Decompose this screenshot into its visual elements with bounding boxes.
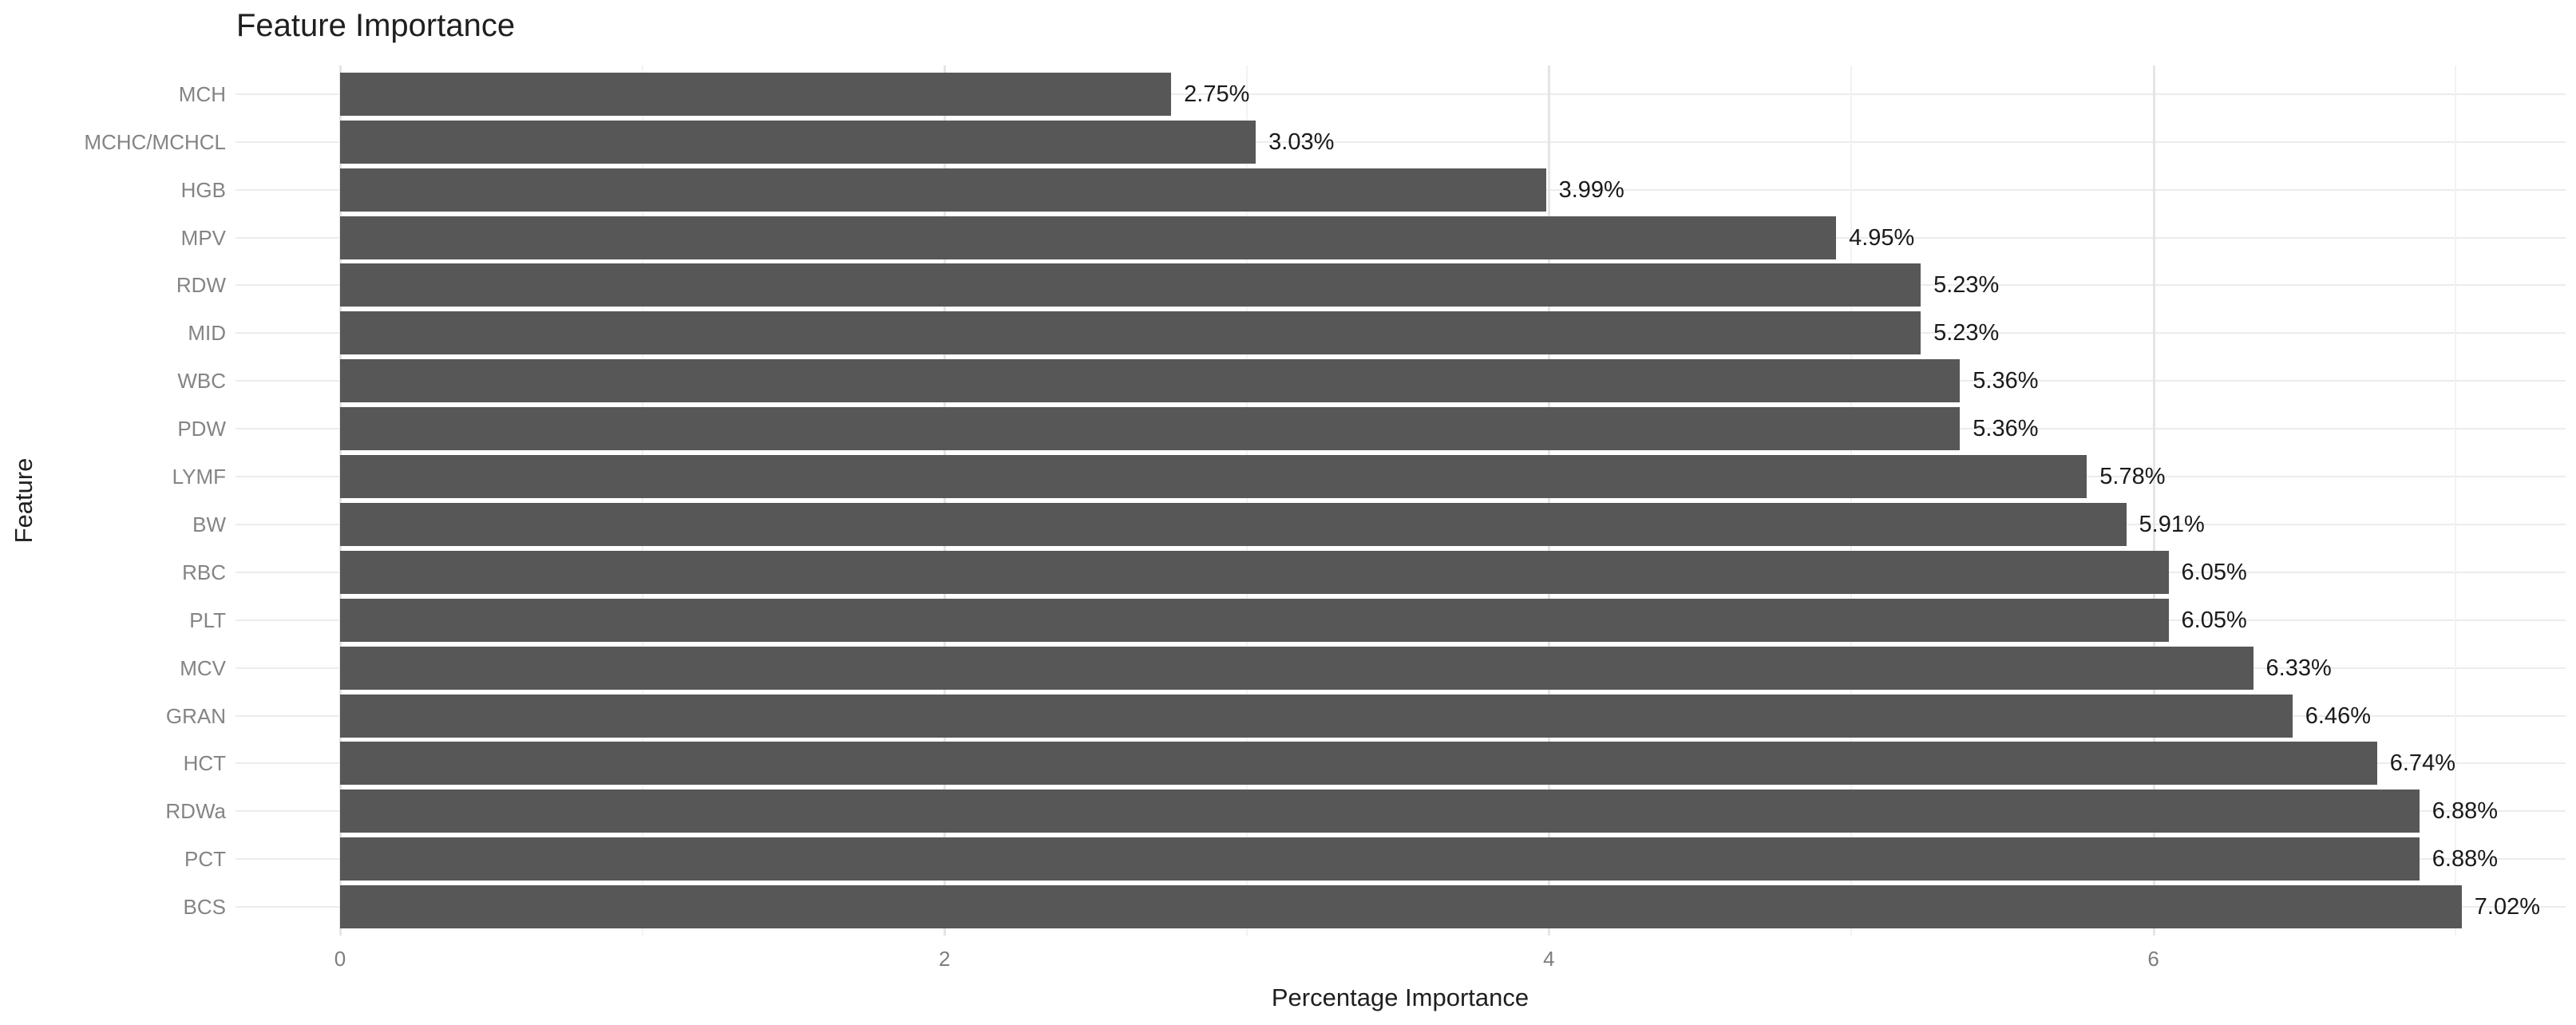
x-minor-gridline bbox=[2455, 65, 2457, 936]
y-axis-category-label: LYMF bbox=[172, 465, 226, 489]
bar bbox=[340, 407, 1961, 451]
x-major-gridline bbox=[2152, 65, 2155, 936]
bar bbox=[340, 216, 1837, 259]
y-axis-category-label: GRAN bbox=[165, 703, 226, 728]
x-axis-tick-label: 6 bbox=[2147, 947, 2159, 971]
bar bbox=[340, 694, 2293, 738]
y-axis-category-label: HGB bbox=[180, 177, 226, 202]
x-major-gridline bbox=[339, 65, 342, 936]
bar bbox=[340, 837, 2420, 881]
x-major-gridline bbox=[944, 65, 947, 936]
x-minor-gridline bbox=[641, 65, 643, 936]
x-axis-tick-label: 2 bbox=[938, 947, 951, 971]
bar-value-label: 3.03% bbox=[1268, 129, 1335, 155]
bar-value-label: 6.74% bbox=[2389, 750, 2455, 777]
y-axis-category-label: WBC bbox=[177, 369, 226, 394]
bar-value-label: 6.88% bbox=[2432, 798, 2498, 825]
bar-value-label: 2.75% bbox=[1184, 81, 1250, 107]
y-axis-category-label: MCV bbox=[180, 655, 226, 680]
bar bbox=[340, 359, 1961, 403]
bar bbox=[340, 168, 1546, 212]
bar bbox=[340, 72, 1172, 116]
bar bbox=[340, 311, 1921, 355]
x-major-gridline bbox=[1548, 65, 1551, 936]
bar-value-label: 5.23% bbox=[1933, 272, 2000, 299]
y-major-gridline bbox=[235, 93, 2566, 95]
x-axis-tick-label: 4 bbox=[1543, 947, 1555, 971]
bar-value-label: 3.99% bbox=[1558, 176, 1624, 203]
y-axis-category-label: MCHC/MCHCL bbox=[84, 129, 226, 154]
y-axis-category-label: PDW bbox=[177, 417, 226, 441]
bar bbox=[340, 502, 2127, 546]
bar-value-label: 5.36% bbox=[1973, 416, 2039, 442]
y-axis-category-label: PLT bbox=[189, 607, 226, 632]
y-axis-category-label: BCS bbox=[183, 895, 226, 920]
bar-value-label: 5.36% bbox=[1973, 368, 2039, 394]
y-axis-category-label: MPV bbox=[180, 225, 226, 250]
bar bbox=[340, 120, 1256, 164]
bar-value-label: 5.91% bbox=[2139, 511, 2205, 537]
bar bbox=[340, 742, 2377, 786]
bar bbox=[340, 263, 1921, 307]
bar-value-label: 7.02% bbox=[2474, 894, 2540, 920]
bar bbox=[340, 550, 2169, 594]
bar-value-label: 5.78% bbox=[2099, 464, 2166, 490]
x-axis-tick-label: 0 bbox=[334, 947, 346, 971]
y-axis-category-label: MID bbox=[188, 321, 226, 346]
bar-value-label: 6.46% bbox=[2305, 702, 2371, 729]
y-axis-category-label: RDW bbox=[176, 273, 226, 298]
bar-value-label: 6.05% bbox=[2181, 559, 2247, 585]
x-axis-title: Percentage Importance bbox=[1271, 983, 1529, 1011]
bar bbox=[340, 885, 2462, 929]
bar-value-label: 5.23% bbox=[1933, 320, 2000, 346]
y-axis-category-label: BW bbox=[192, 512, 226, 536]
bar-value-label: 6.33% bbox=[2265, 655, 2332, 681]
bar-value-label: 6.88% bbox=[2432, 846, 2498, 873]
chart-title: Feature Importance bbox=[236, 8, 516, 43]
plot-panel: 2.75% 3.03% 3.99% 4.95% 5.23% 5.23% 5.36% 5.36%… bbox=[235, 65, 2566, 936]
y-axis-category-label: MCH bbox=[178, 81, 226, 106]
x-minor-gridline bbox=[1245, 65, 1248, 936]
bar bbox=[340, 598, 2169, 642]
bar bbox=[340, 646, 2254, 690]
y-axis-category-label: HCT bbox=[183, 751, 226, 776]
bar bbox=[340, 455, 2087, 499]
bar-value-label: 4.95% bbox=[1849, 224, 1915, 251]
y-axis-category-label: PCT bbox=[184, 847, 226, 872]
bar-value-label: 6.05% bbox=[2181, 607, 2247, 633]
x-minor-gridline bbox=[1850, 65, 1852, 936]
y-axis-category-label: RBC bbox=[182, 560, 226, 584]
bar bbox=[340, 790, 2420, 833]
y-major-gridline bbox=[235, 140, 2566, 143]
y-axis-category-label: RDWa bbox=[165, 799, 226, 824]
